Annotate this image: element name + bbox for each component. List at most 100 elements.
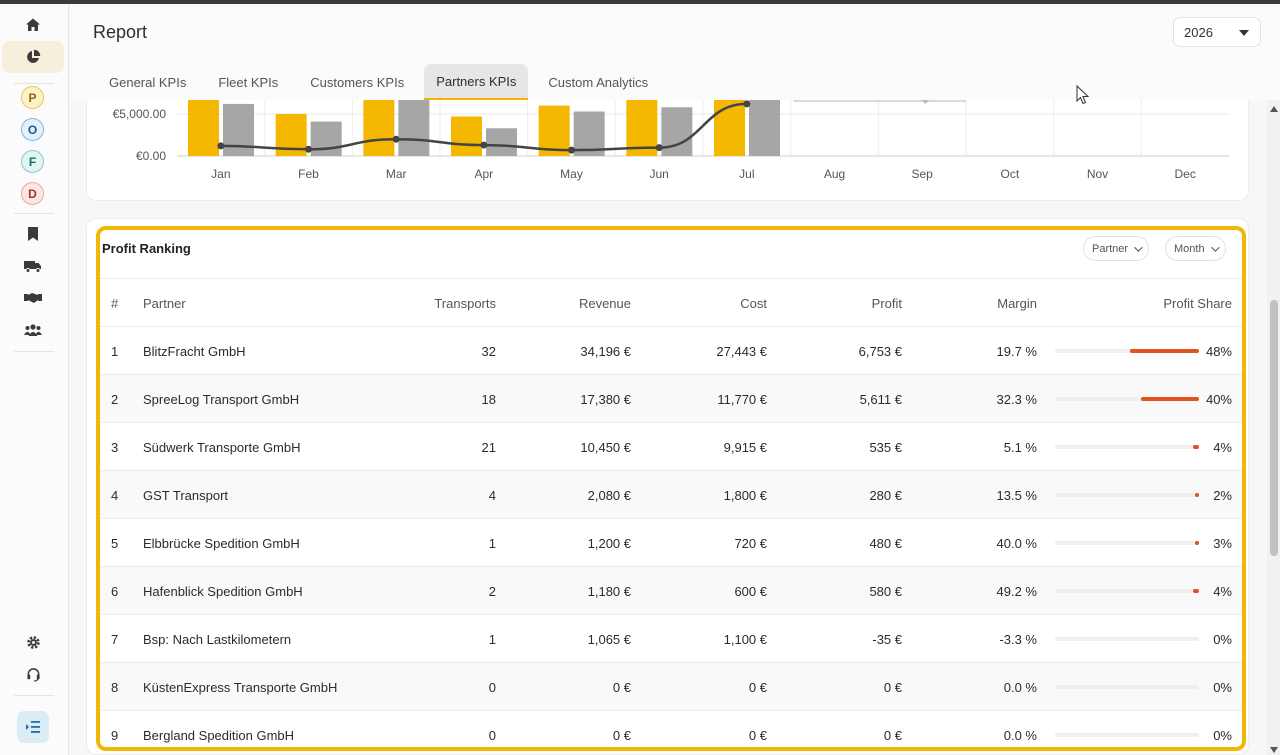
profit-share-track xyxy=(1055,637,1199,641)
page-scrollbar[interactable] xyxy=(1267,100,1280,755)
cell-revenue: 1,200 € xyxy=(587,535,631,551)
reference-marker xyxy=(921,100,930,104)
year-select[interactable]: 2026 xyxy=(1173,17,1261,47)
cell-cost: 720 € xyxy=(734,535,767,551)
profit-share-bar xyxy=(1193,445,1199,449)
cell-partner: Bergland Spedition GmbH xyxy=(143,727,295,743)
cell-margin: 13.5 % xyxy=(996,487,1037,503)
column-header-partner[interactable]: Partner xyxy=(143,295,186,311)
table-row[interactable]: 6 Hafenblick Spedition GmbH 2 1,180 € 600 € 5… xyxy=(100,566,1242,614)
column-header-profit-share[interactable]: Profit Share xyxy=(1163,295,1232,311)
cell-revenue: 17,380 € xyxy=(580,391,631,407)
table-row[interactable]: 9 Bergland Spedition GmbH 0 0 € 0 € 0 € 0.0 % 0… xyxy=(100,710,1242,755)
headset-icon[interactable] xyxy=(17,661,49,687)
chevron-down-icon xyxy=(1210,242,1220,252)
cell-cost: 0 € xyxy=(748,679,767,695)
column-header-revenue[interactable]: Revenue xyxy=(578,295,631,311)
cell-profit: 535 € xyxy=(869,439,902,455)
cell-revenue: 1,180 € xyxy=(587,583,631,599)
column-header-transports[interactable]: Transports xyxy=(434,295,496,311)
profit-share-track xyxy=(1055,685,1199,689)
tab-custom-analytics[interactable]: Custom Analytics xyxy=(548,74,649,90)
x-tick-label-oct: Oct xyxy=(1000,167,1019,181)
table-row[interactable]: 1 BlitzFracht GmbH 32 34,196 € 27,443 € 6,753… xyxy=(100,326,1242,374)
cell-transports: 0 xyxy=(488,727,496,743)
line-point xyxy=(305,145,312,153)
year-select-value: 2026 xyxy=(1184,24,1213,40)
bar-apr xyxy=(451,116,482,156)
partner-filter-dropdown[interactable]: Partner xyxy=(1083,236,1150,261)
avatar-letter: P xyxy=(28,90,37,105)
tab-partners-kpis[interactable]: Partners KPIs xyxy=(424,64,529,100)
scroll-up-arrow-icon[interactable] xyxy=(1270,106,1278,112)
x-tick-label-sep: Sep xyxy=(911,167,933,181)
cell-rank: 3 xyxy=(111,439,119,455)
table-row[interactable]: 4 GST Transport 4 2,080 € 1,800 € 280 € 13.5 %… xyxy=(100,470,1242,518)
org-avatar-o[interactable]: O xyxy=(21,118,44,141)
cell-margin: 5.1 % xyxy=(1003,439,1037,455)
profit-share-track xyxy=(1055,733,1199,737)
profit-share-bar xyxy=(1141,397,1199,401)
org-avatar-p[interactable]: P xyxy=(21,86,44,109)
profit-share-bar xyxy=(1194,541,1199,545)
cell-profit-share: 0% xyxy=(1213,631,1232,647)
month-filter-dropdown[interactable]: Month xyxy=(1165,236,1226,261)
bar-mar xyxy=(398,100,430,156)
cell-partner: Südwerk Transporte GmbH xyxy=(143,439,301,455)
cell-revenue: 0 € xyxy=(612,679,631,695)
org-avatar-f[interactable]: F xyxy=(21,150,44,173)
cell-profit: 280 € xyxy=(869,487,902,503)
table-row[interactable]: 8 KüstenExpress Transporte GmbH 0 0 € 0 € 0 €… xyxy=(100,662,1242,710)
line-point xyxy=(655,144,663,152)
scroll-thumb[interactable] xyxy=(1270,300,1278,556)
gear-icon[interactable] xyxy=(17,629,49,655)
column-header-profit[interactable]: Profit xyxy=(871,295,902,311)
handshake-icon[interactable] xyxy=(17,285,49,311)
home-icon[interactable] xyxy=(17,12,49,38)
bar-feb xyxy=(310,121,342,156)
cell-profit: 0 € xyxy=(883,679,902,695)
cell-partner: BlitzFracht GmbH xyxy=(143,343,246,359)
nav-active-highlight xyxy=(2,41,64,73)
scroll-down-arrow-icon[interactable] xyxy=(1270,747,1278,753)
menu-collapse-icon[interactable] xyxy=(17,711,49,743)
x-tick-label-aug: Aug xyxy=(824,167,845,181)
tab-customers-kpis[interactable]: Customers KPIs xyxy=(310,74,405,90)
cell-rank: 6 xyxy=(111,583,119,599)
cell-profit-share: 0% xyxy=(1213,727,1232,743)
profit-share-track xyxy=(1055,349,1199,353)
table-row[interactable]: 2 SpreeLog Transport GmbH 18 17,380 € 11,770… xyxy=(100,374,1242,422)
cell-profit-share: 0% xyxy=(1213,679,1232,695)
users-icon[interactable] xyxy=(17,317,49,343)
cell-profit-share: 2% xyxy=(1213,487,1232,503)
column-header-margin[interactable]: Margin xyxy=(997,295,1037,311)
table-row[interactable]: 5 Elbbrücke Spedition GmbH 1 1,200 € 720 € 48… xyxy=(100,518,1242,566)
cell-cost: 27,443 € xyxy=(716,343,767,359)
cell-margin: 19.7 % xyxy=(996,343,1037,359)
page-header: Report 2026 General KPIs Fleet KPIs Cust… xyxy=(70,4,1280,100)
cell-revenue: 10,450 € xyxy=(580,439,631,455)
bookmark-icon[interactable] xyxy=(17,221,49,247)
org-avatar-d[interactable]: D xyxy=(21,182,44,205)
partner-filter-label: Partner xyxy=(1092,242,1129,255)
divider xyxy=(14,83,54,84)
chevron-down-icon xyxy=(1134,242,1143,252)
cell-profit-share: 4% xyxy=(1213,439,1232,455)
column-header-cost[interactable]: Cost xyxy=(740,295,767,311)
column-header-rank[interactable]: # xyxy=(111,295,119,311)
table-row[interactable]: 3 Südwerk Transporte GmbH 21 10,450 € 9,915 … xyxy=(100,422,1242,470)
tab-general-kpis[interactable]: General KPIs xyxy=(109,74,187,90)
cell-revenue: 0 € xyxy=(612,727,631,743)
cell-margin: -3.3 % xyxy=(999,631,1037,647)
cell-cost: 0 € xyxy=(748,727,767,743)
profit-share-bar xyxy=(1129,349,1199,353)
table-row[interactable]: 7 Bsp: Nach Lastkilometern 1 1,065 € 1,100 €… xyxy=(100,614,1242,662)
bar-jan xyxy=(223,103,254,156)
tab-fleet-kpis[interactable]: Fleet KPIs xyxy=(218,74,279,90)
truck-icon[interactable] xyxy=(17,253,49,279)
cell-profit: 0 € xyxy=(883,727,902,743)
pie-chart-icon[interactable] xyxy=(17,44,49,70)
cell-cost: 1,100 € xyxy=(723,631,767,647)
cell-transports: 1 xyxy=(488,631,496,647)
cell-profit-share: 4% xyxy=(1213,583,1232,599)
